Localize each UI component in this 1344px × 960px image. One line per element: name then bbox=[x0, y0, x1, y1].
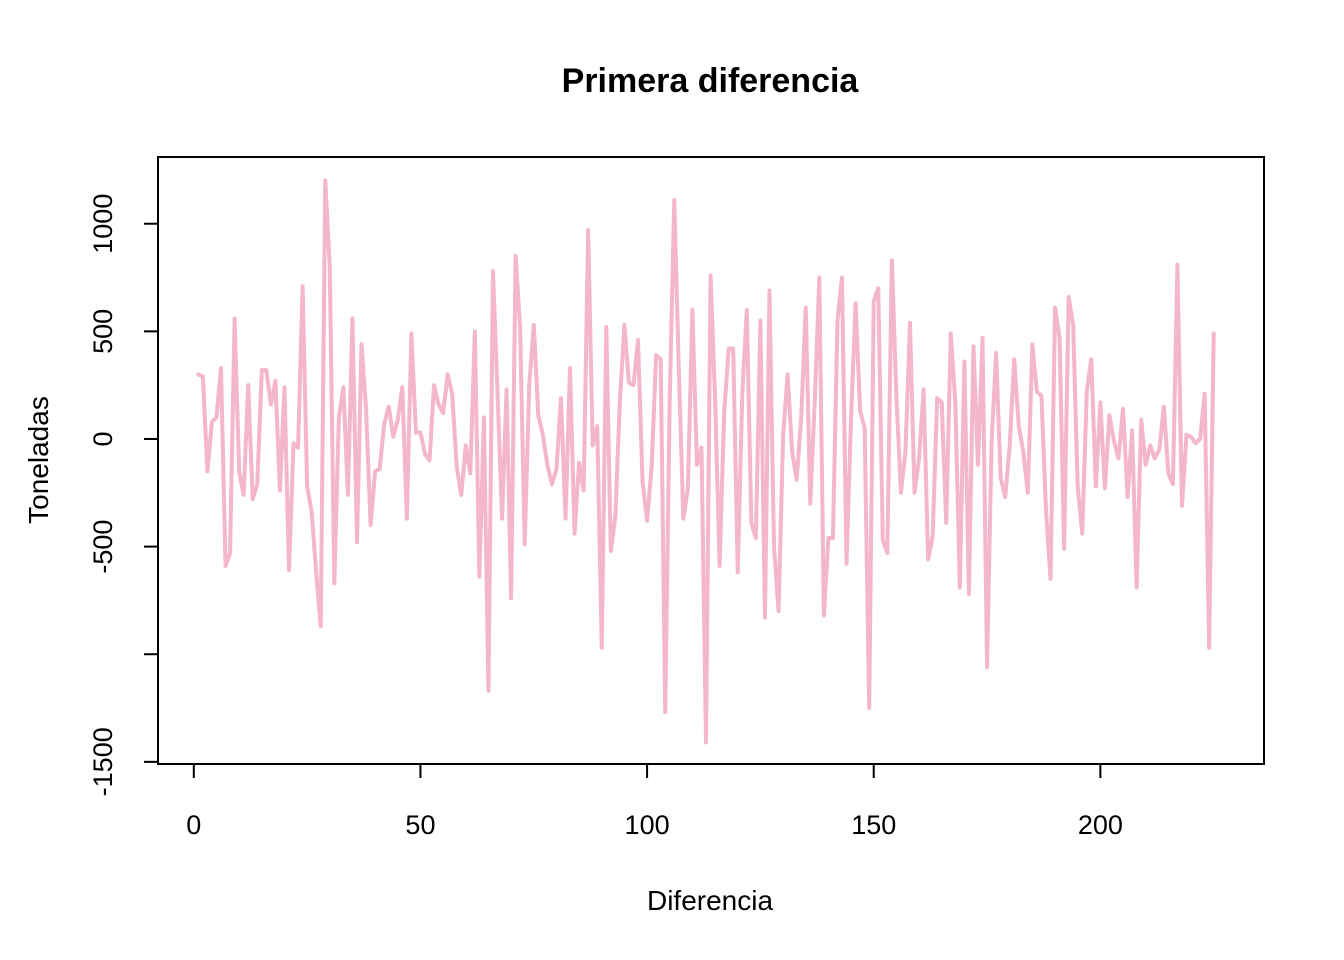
x-tick-label: 200 bbox=[1078, 810, 1123, 840]
y-tick-label: 1000 bbox=[88, 194, 118, 254]
x-tick-label: 0 bbox=[186, 810, 201, 840]
y-axis-label: Toneladas bbox=[23, 396, 54, 524]
x-axis: 0 50 100 150 200 bbox=[186, 763, 1123, 840]
y-tick-label: -500 bbox=[88, 520, 118, 574]
x-tick-label: 100 bbox=[625, 810, 670, 840]
chart-title: Primera diferencia bbox=[562, 62, 860, 100]
x-axis-label: Diferencia bbox=[647, 885, 773, 916]
x-tick-label: 150 bbox=[851, 810, 896, 840]
y-axis: -1500 -500 0 500 1000 bbox=[88, 194, 159, 796]
y-tick-label: 0 bbox=[88, 431, 118, 446]
series-line bbox=[196, 178, 1216, 745]
x-tick-label: 50 bbox=[405, 810, 435, 840]
y-tick-label: 500 bbox=[88, 309, 118, 354]
y-tick-label: -1500 bbox=[88, 727, 118, 796]
